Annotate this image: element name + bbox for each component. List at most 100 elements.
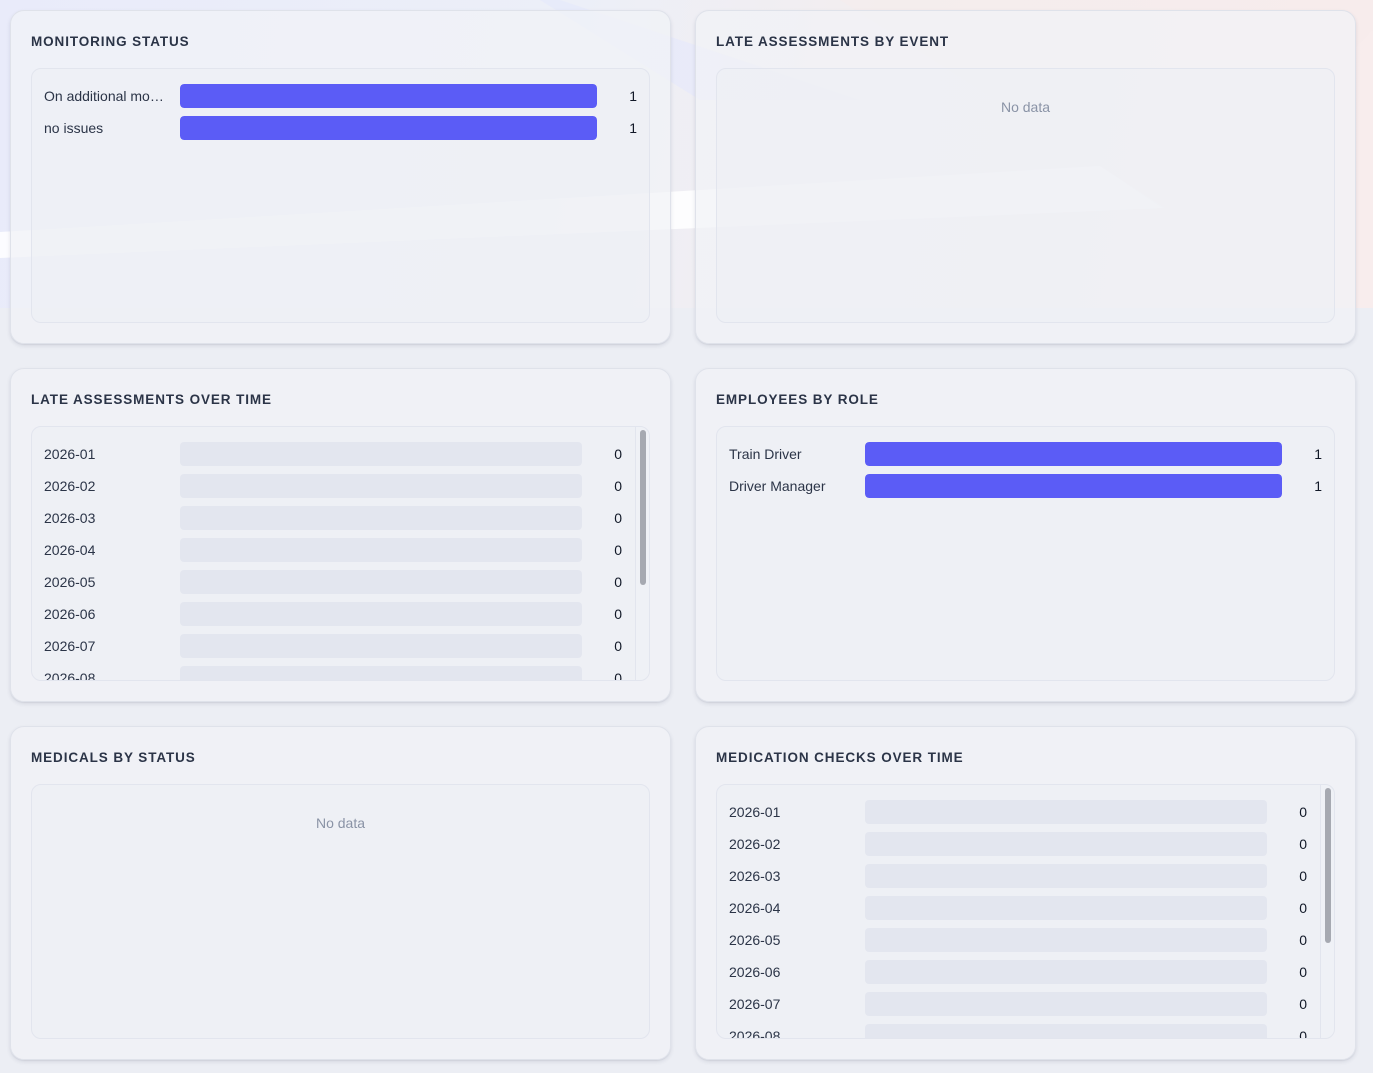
- bar-row: 2026-06 0: [44, 598, 622, 630]
- bar-label: 2026-07: [44, 638, 96, 654]
- bar-label: 2026-03: [729, 868, 781, 884]
- monitoring-status-card: MONITORING STATUS On additional mo… 1 no i…: [10, 10, 671, 344]
- bar-fill: [865, 442, 1282, 466]
- no-data-message: No data: [315, 815, 366, 831]
- bar-row: 2026-04 0: [44, 534, 622, 566]
- bar-label: 2026-06: [729, 964, 781, 980]
- bar-label: Driver Manager: [729, 478, 826, 494]
- bar-label: 2026-05: [44, 574, 96, 590]
- dashboard-grid: MONITORING STATUS On additional mo… 1 no i…: [10, 10, 1356, 1060]
- bar-row: Train Driver 1: [729, 438, 1322, 470]
- bar-label: 2026-01: [44, 446, 96, 462]
- bar-track: [865, 800, 1267, 824]
- medication-checks-over-time-card: MEDICATION CHECKS OVER TIME 2026-01 0 2026…: [695, 726, 1356, 1060]
- chart-panel[interactable]: 2026-01 0 2026-02 0 2026-03 0 2026-04 0 2026-05 0…: [31, 426, 650, 681]
- bar-rows: On additional mo… 1 no issues 1: [44, 80, 637, 144]
- bar-value: 0: [614, 542, 622, 558]
- bar-value: 1: [629, 120, 637, 136]
- scrollbar-thumb[interactable]: [640, 430, 646, 585]
- bar-label: 2026-04: [729, 900, 781, 916]
- bar-label: 2026-01: [729, 804, 781, 820]
- bar-label: 2026-04: [44, 542, 96, 558]
- bar-value: 0: [614, 574, 622, 590]
- bar-label: 2026-03: [44, 510, 96, 526]
- bar-row: 2026-03 0: [729, 860, 1307, 892]
- bar-row: 2026-03 0: [44, 502, 622, 534]
- bar-track: [865, 442, 1282, 466]
- bar-fill: [180, 116, 597, 140]
- chart-panel[interactable]: 2026-01 0 2026-02 0 2026-03 0 2026-04 0 2026-05 0…: [716, 784, 1335, 1039]
- bar-value: 0: [1299, 836, 1307, 852]
- bar-track: [180, 570, 582, 594]
- bar-value: 0: [1299, 804, 1307, 820]
- bar-track: [865, 1024, 1267, 1038]
- chart-panel: Train Driver 1 Driver Manager 1: [716, 426, 1335, 681]
- scrollbar-thumb[interactable]: [1325, 788, 1331, 943]
- bar-fill: [180, 84, 597, 108]
- card-title: MEDICATION CHECKS OVER TIME: [716, 750, 964, 765]
- bar-row: 2026-01 0: [729, 796, 1307, 828]
- bar-row: On additional mo… 1: [44, 80, 637, 112]
- chart-panel: No data: [716, 68, 1335, 323]
- bar-value: 1: [1314, 446, 1322, 462]
- bar-row: 2026-08 0: [44, 662, 622, 681]
- bar-value: 0: [1299, 932, 1307, 948]
- card-title: EMPLOYEES BY ROLE: [716, 392, 879, 407]
- bar-label: 2026-08: [729, 1028, 781, 1039]
- bar-value: 1: [1314, 478, 1322, 494]
- bar-value: 0: [1299, 964, 1307, 980]
- bar-label: 2026-07: [729, 996, 781, 1012]
- bar-track: [865, 928, 1267, 952]
- bar-rows: Train Driver 1 Driver Manager 1: [729, 438, 1322, 502]
- medicals-by-status-card: MEDICALS BY STATUS No data: [10, 726, 671, 1060]
- bar-track: [180, 116, 597, 140]
- chart-panel: No data: [31, 784, 650, 1039]
- bar-row: 2026-01 0: [44, 438, 622, 470]
- card-title: MEDICALS BY STATUS: [31, 750, 196, 765]
- bar-rows: 2026-01 0 2026-02 0 2026-03 0 2026-04 0 2026-05 0…: [44, 438, 622, 681]
- employees-by-role-card: EMPLOYEES BY ROLE Train Driver 1 Driver Ma…: [695, 368, 1356, 702]
- vertical-scrollbar[interactable]: [1320, 785, 1334, 1038]
- bar-row: 2026-05 0: [729, 924, 1307, 956]
- bar-label: 2026-02: [729, 836, 781, 852]
- bar-row: no issues 1: [44, 112, 637, 144]
- bar-row: 2026-08 0: [729, 1020, 1307, 1039]
- bar-track: [180, 474, 582, 498]
- bar-track: [865, 474, 1282, 498]
- bar-track: [865, 832, 1267, 856]
- no-data-message: No data: [1000, 99, 1051, 115]
- bar-track: [865, 896, 1267, 920]
- bar-value: 0: [614, 606, 622, 622]
- bar-value: 0: [614, 510, 622, 526]
- bar-value: 1: [629, 88, 637, 104]
- bar-track: [865, 992, 1267, 1016]
- late-assessments-over-time-card: LATE ASSESSMENTS OVER TIME 2026-01 0 2026-…: [10, 368, 671, 702]
- bar-row: 2026-02 0: [44, 470, 622, 502]
- bar-track: [865, 864, 1267, 888]
- bar-label: 2026-08: [44, 670, 96, 681]
- bar-value: 0: [614, 670, 622, 681]
- bar-row: 2026-02 0: [729, 828, 1307, 860]
- bar-track: [180, 666, 582, 680]
- bar-label: 2026-02: [44, 478, 96, 494]
- vertical-scrollbar[interactable]: [635, 427, 649, 680]
- bar-fill: [865, 474, 1282, 498]
- bar-track: [180, 442, 582, 466]
- bar-track: [180, 602, 582, 626]
- bar-track: [180, 634, 582, 658]
- bar-value: 0: [1299, 868, 1307, 884]
- bar-label: 2026-05: [729, 932, 781, 948]
- card-title: MONITORING STATUS: [31, 34, 190, 49]
- bar-label: no issues: [44, 120, 104, 136]
- bar-track: [180, 538, 582, 562]
- bar-track: [180, 506, 582, 530]
- bar-label: 2026-06: [44, 606, 96, 622]
- bar-row: 2026-07 0: [729, 988, 1307, 1020]
- bar-value: 0: [614, 638, 622, 654]
- bar-row: 2026-07 0: [44, 630, 622, 662]
- bar-row: 2026-04 0: [729, 892, 1307, 924]
- bar-row: 2026-06 0: [729, 956, 1307, 988]
- card-title: LATE ASSESSMENTS BY EVENT: [716, 34, 950, 49]
- bar-value: 0: [614, 446, 622, 462]
- bar-track: [180, 84, 597, 108]
